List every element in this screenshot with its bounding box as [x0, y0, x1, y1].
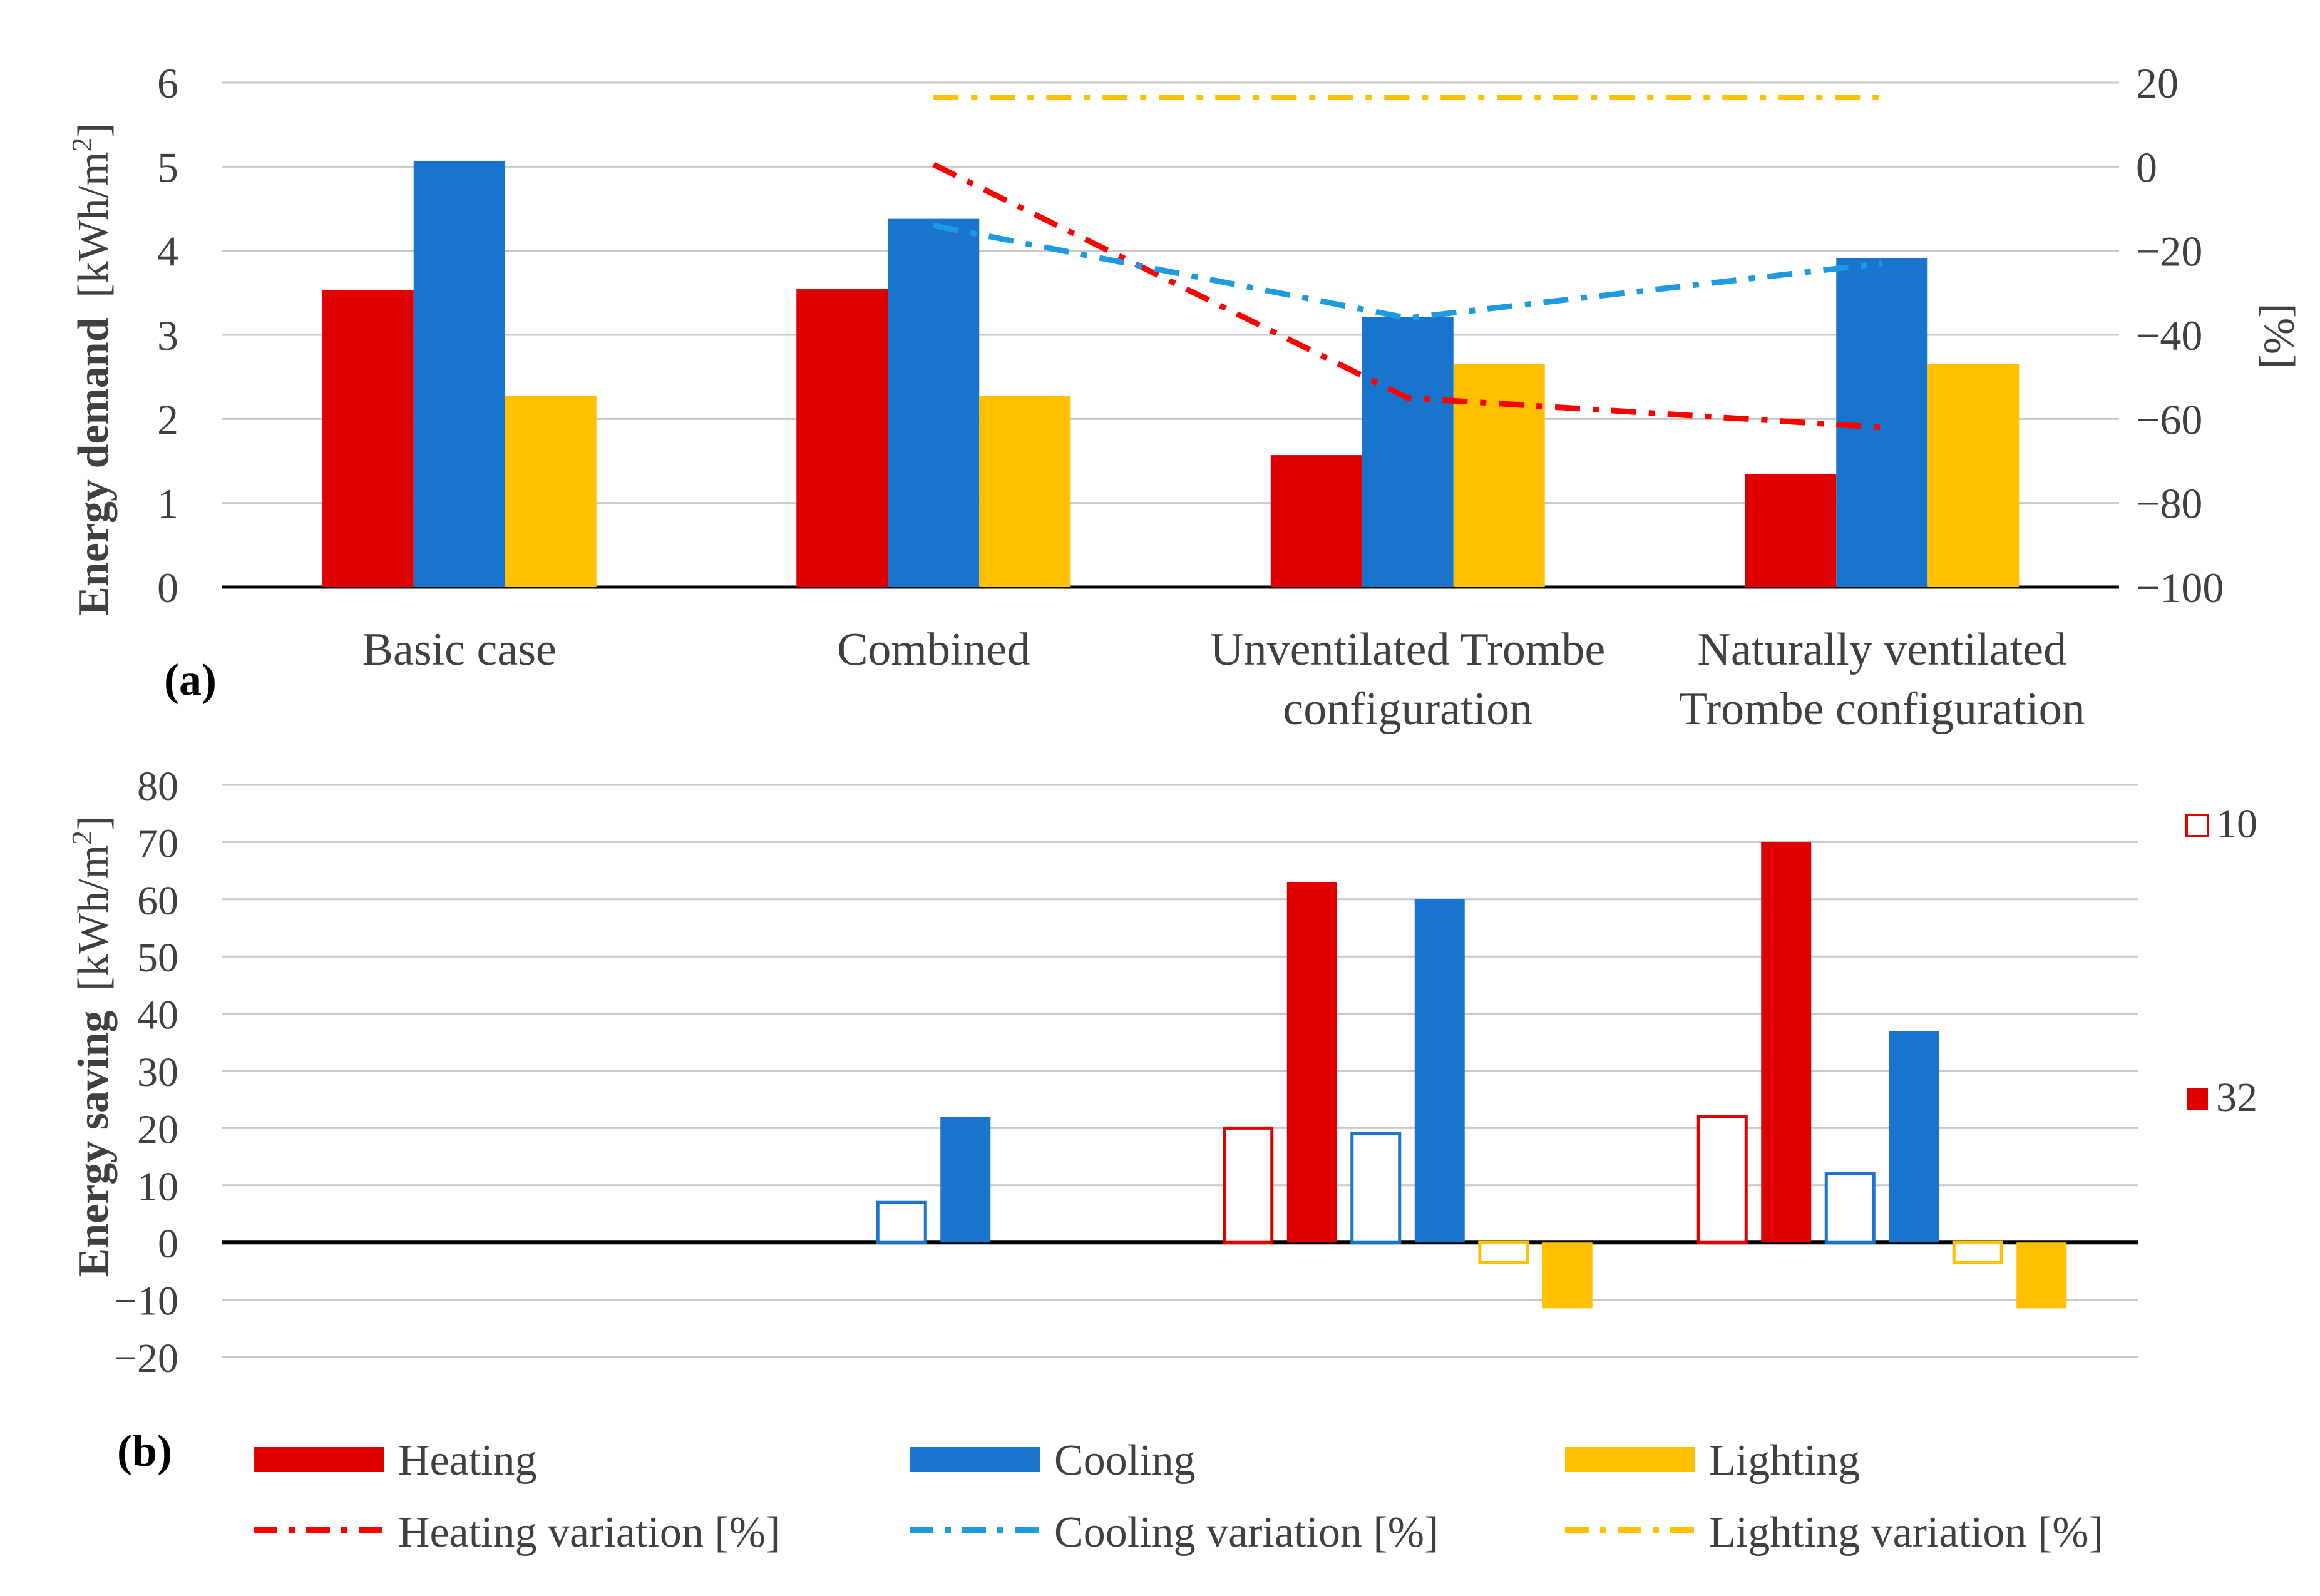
- panel-a-ytick-1: 1: [157, 480, 178, 528]
- panel-a-y2tick-minus-40: −40: [2136, 312, 2202, 359]
- line-cooling-variation: [933, 222, 1882, 321]
- panel-a-chart: 0 1 2 3 4 5 6 −100 −80 −60 −40 −20 0 20 Basic case Co…: [66, 59, 2303, 735]
- bar-cooling-basic-case: [413, 160, 505, 587]
- panel-a-xlabel-unventilated-trombe-configuration-line-1: Unventilated Trombe: [1210, 624, 1605, 675]
- panel-b-ytick-30: 30: [137, 1050, 178, 1095]
- bar-heating-32-unventilated-trombe-configuration: [1286, 882, 1337, 1243]
- filled-bar-key: [2187, 1088, 2208, 1110]
- panel-b-chart: −20 −10 0 10 20 30 40 50 60 70 80 Energy saving [k…: [66, 764, 2257, 1476]
- line-heating-variation: [932, 161, 1882, 431]
- panel-a-y2tick-minus-60: −60: [2136, 396, 2202, 443]
- legend-cooling-label: Cooling: [1054, 1436, 1196, 1485]
- legend-cooling-variation-label: Cooling variation [%]: [1054, 1508, 1439, 1557]
- filled-bar-key-label: 32: [2216, 1075, 2257, 1120]
- legend-item-lighting: Lighting: [1565, 1436, 1860, 1485]
- bar-lighting-combined: [979, 396, 1071, 587]
- panel-a-xlabel-naturally-ventilated-trombe-configuration-line-1: Naturally ventilated: [1697, 624, 2066, 675]
- panel-b-gridlines: [222, 784, 2138, 1358]
- bar-cooling-32-unventilated-trombe-configuration: [1414, 899, 1465, 1243]
- panel-a-y2tick-20: 20: [2136, 59, 2179, 107]
- panel-a-ytick-4: 4: [157, 228, 178, 275]
- panel-b-ytick-50: 50: [137, 935, 178, 981]
- panel-a-xlabel-basic-case-line-1: Basic case: [362, 624, 557, 675]
- panel-a-y2tick-0: 0: [2136, 143, 2157, 191]
- panel-b-bars: [876, 842, 2067, 1309]
- panel-a-y2tick-minus-80: −80: [2136, 480, 2202, 528]
- bar-cooling-10-combined: [876, 1200, 927, 1244]
- panel-b-y-ticks: −20 −10 0 10 20 30 40 50 60 70 80: [114, 764, 178, 1381]
- bar-lighting-10-unventilated-trombe-configuration: [1478, 1240, 1529, 1264]
- legend-item-heating-variation: Heating variation [%]: [254, 1508, 780, 1557]
- panel-a-y2-ticks: −100 −80 −60 −40 −20 0 20: [2136, 59, 2224, 611]
- bar-lighting-32-unventilated-trombe-configuration: [1542, 1242, 1593, 1309]
- bar-heating-32-naturally-ventilated-trombe-configuration: [1761, 842, 1812, 1243]
- panel-a-bars: [322, 160, 2020, 587]
- panel-a-y2tick-minus-100: −100: [2136, 564, 2224, 611]
- panel-a-label: (a): [164, 655, 217, 705]
- bar-lighting-unventilated-trombe-configuration: [1453, 364, 1545, 587]
- outline-bar-key: [2185, 814, 2209, 837]
- panel-b-ytick-10: 10: [137, 1164, 178, 1210]
- bar-lighting-32-naturally-ventilated-trombe-configuration: [2016, 1242, 2067, 1309]
- bar-heating-basic-case: [322, 290, 414, 587]
- panel-a-ytick-0: 0: [157, 564, 178, 611]
- bar-lighting-basic-case: [505, 396, 597, 587]
- bar-heating-10-naturally-ventilated-trombe-configuration: [1696, 1115, 1748, 1244]
- bar-cooling-32-combined: [940, 1117, 991, 1243]
- panel-a-y-ticks: 0 1 2 3 4 5 6: [157, 59, 178, 611]
- panel-a-ytick-3: 3: [157, 312, 178, 359]
- panel-a-variation-lines: [932, 95, 1882, 431]
- panel-b-ylabel: Energy saving [kWh/m2]: [66, 816, 118, 1277]
- panel-b-ytick-40: 40: [137, 993, 178, 1038]
- outline-bar-key-label: 10: [2216, 801, 2257, 847]
- panel-b-ytick-minus-10: −10: [114, 1279, 178, 1324]
- bar-cooling-combined: [888, 218, 980, 587]
- legend-item-heating: Heating: [254, 1436, 537, 1485]
- legend-item-cooling: Cooling: [910, 1436, 1196, 1485]
- bar-heating-naturally-ventilated-trombe-configuration: [1745, 474, 1837, 587]
- panel-a-x-labels: Basic case Combined Unventilated Trombe con…: [362, 624, 2085, 735]
- panel-b-ytick-20: 20: [137, 1107, 178, 1152]
- bar-cooling-32-naturally-ventilated-trombe-configuration: [1889, 1031, 1939, 1243]
- bar-lighting-naturally-ventilated-trombe-configuration: [1927, 364, 2020, 587]
- panel-a-ytick-6: 6: [157, 59, 178, 107]
- bar-heating-unventilated-trombe-configuration: [1270, 455, 1362, 587]
- legend-lighting-variation-label: Lighting variation [%]: [1709, 1508, 2103, 1557]
- legend-lighting-swatch: [1565, 1447, 1695, 1472]
- panel-a-ylabel: Energy demand [kWh/m2]: [66, 123, 118, 616]
- bar-cooling-10-naturally-ventilated-trombe-configuration: [1824, 1172, 1876, 1244]
- legend-heating-label: Heating: [398, 1436, 537, 1485]
- bar-lighting-10-naturally-ventilated-trombe-configuration: [1952, 1240, 2003, 1264]
- panel-b-ytick-0: 0: [158, 1221, 178, 1267]
- panel-a-ytick-2: 2: [157, 396, 178, 443]
- bar-cooling-unventilated-trombe-configuration: [1362, 317, 1454, 587]
- panel-b-ytick-60: 60: [137, 878, 178, 924]
- legend-lighting-label: Lighting: [1709, 1436, 1860, 1485]
- panel-b-label: (b): [117, 1426, 172, 1476]
- legend-heating-variation-label: Heating variation [%]: [398, 1508, 780, 1557]
- legend-item-lighting-variation: Lighting variation [%]: [1565, 1508, 2103, 1557]
- panel-b-ytick-80: 80: [137, 764, 178, 809]
- panel-b-ytick-minus-20: −20: [114, 1336, 178, 1381]
- panel-a-xlabel-naturally-ventilated-trombe-configuration-line-2: Trombe configuration: [1679, 683, 2085, 735]
- bar-heating-10-unventilated-trombe-configuration: [1223, 1126, 1274, 1244]
- panel-a-ytick-5: 5: [157, 143, 178, 191]
- panel-a-xlabel-combined-line-1: Combined: [837, 624, 1030, 675]
- panel-a-y2tick-minus-20: −20: [2136, 228, 2202, 275]
- panel-a-y2label: [%]: [2255, 304, 2303, 369]
- bar-cooling-10-unventilated-trombe-configuration: [1350, 1132, 1402, 1244]
- panel-a-xlabel-unventilated-trombe-configuration-line-2: configuration: [1283, 683, 1532, 735]
- legend-cooling-swatch: [910, 1447, 1040, 1472]
- panel-b-ytick-70: 70: [137, 821, 178, 866]
- legend-heating-swatch: [254, 1447, 384, 1472]
- bar-heating-combined: [796, 289, 888, 587]
- legend: Heating Cooling Lighting Heating variati…: [254, 1436, 2103, 1557]
- legend-item-cooling-variation: Cooling variation [%]: [910, 1508, 1439, 1557]
